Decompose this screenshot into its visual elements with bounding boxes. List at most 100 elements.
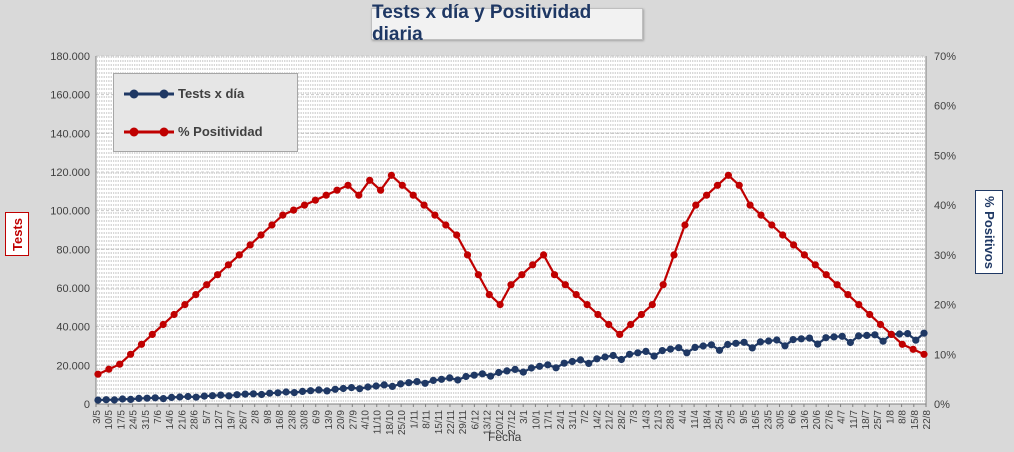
data-point-positividad <box>735 181 743 189</box>
data-point-tests <box>732 339 740 347</box>
data-point-tests <box>691 343 699 351</box>
data-point-tests <box>895 330 904 338</box>
y-left-tick-label: 100.000 <box>50 206 90 218</box>
data-point-positividad <box>214 271 222 279</box>
y-axis-left-label: Tests <box>9 217 25 251</box>
x-tick-label: 27/6 <box>824 410 835 430</box>
x-tick-label: 27/12 <box>507 410 518 435</box>
y-axis-right-label: % Positivos <box>981 195 997 269</box>
x-tick-label: 16/5 <box>751 410 762 430</box>
data-point-tests <box>495 368 503 377</box>
x-tick-label: 18/4 <box>702 410 713 430</box>
data-point-positividad <box>224 261 232 269</box>
data-point-tests <box>855 332 863 340</box>
data-point-tests <box>405 379 413 387</box>
data-point-tests <box>879 337 887 345</box>
data-point-tests <box>519 368 527 376</box>
data-point-positividad <box>268 221 276 229</box>
x-tick-label: 11/4 <box>690 410 701 429</box>
data-point-tests <box>225 392 233 400</box>
data-point-tests <box>331 385 339 393</box>
y-left-tick-label: 0 <box>84 399 90 411</box>
data-point-tests <box>789 336 797 344</box>
data-point-tests <box>699 342 707 350</box>
data-point-tests <box>756 338 765 346</box>
x-tick-label: 6/9 <box>312 410 323 424</box>
data-point-tests <box>454 376 462 384</box>
data-point-tests <box>871 331 879 339</box>
x-tick-label: 9/5 <box>739 410 750 424</box>
data-point-positividad <box>637 310 646 319</box>
data-point-positividad <box>550 271 559 279</box>
x-tick-label: 28/6 <box>190 410 201 430</box>
x-tick-label: 7/6 <box>153 410 164 424</box>
x-tick-label: 14/6 <box>165 410 176 430</box>
y-left-tick-label: 180.000 <box>50 51 90 63</box>
legend: Tests x día % Positividad <box>113 73 298 152</box>
x-tick-label: 7/2 <box>580 410 591 424</box>
x-tick-label: 9/8 <box>263 410 274 424</box>
y-left-tick-label: 160.000 <box>50 90 90 102</box>
data-point-positividad <box>909 345 917 353</box>
data-point-positividad <box>116 360 124 368</box>
x-tick-label: 26/7 <box>238 410 249 430</box>
data-point-positividad <box>800 251 809 259</box>
data-point-tests <box>94 396 102 404</box>
data-point-tests <box>773 336 781 344</box>
data-point-positividad <box>398 181 406 189</box>
data-point-positividad <box>920 350 928 358</box>
x-tick-label: 29/11 <box>458 410 469 435</box>
data-point-tests <box>593 355 601 363</box>
x-tick-label: 21/2 <box>605 410 616 430</box>
data-point-positividad <box>290 206 298 214</box>
data-point-tests <box>797 335 805 343</box>
x-tick-label: 28/2 <box>617 410 628 430</box>
data-point-tests <box>282 388 290 396</box>
data-point-tests <box>102 396 110 404</box>
data-point-positividad <box>518 271 526 279</box>
data-point-tests <box>470 371 478 379</box>
data-point-tests <box>184 392 192 401</box>
data-point-tests <box>805 334 814 342</box>
data-point-tests <box>315 386 323 394</box>
data-point-tests <box>560 359 568 367</box>
data-point-tests <box>347 384 356 392</box>
data-point-tests <box>650 352 658 360</box>
data-point-positividad <box>431 211 439 219</box>
data-point-tests <box>576 356 585 364</box>
x-tick-label: 6/6 <box>788 410 799 424</box>
x-tick-label: 17/5 <box>116 410 127 430</box>
data-point-positividad <box>137 340 146 348</box>
data-point-tests <box>339 384 347 393</box>
data-point-positividad <box>594 310 602 319</box>
x-tick-label: 3/5 <box>92 410 103 424</box>
data-point-tests <box>388 382 396 390</box>
x-tick-label: 15/11 <box>434 410 445 435</box>
data-point-tests <box>298 387 307 395</box>
x-tick-label: 7/3 <box>629 410 640 424</box>
x-tick-label: 20/12 <box>495 410 506 435</box>
x-tick-label: 8/11 <box>422 410 433 429</box>
data-point-tests <box>307 387 315 395</box>
data-point-tests <box>421 379 429 387</box>
data-point-tests <box>658 347 666 355</box>
data-point-tests <box>503 367 511 375</box>
data-point-tests <box>429 376 437 384</box>
data-point-tests <box>830 333 838 341</box>
x-tick-label: 17/1 <box>544 410 555 430</box>
data-point-tests <box>397 380 405 388</box>
data-point-tests <box>683 349 691 357</box>
x-tick-label: 4/7 <box>837 410 848 424</box>
y-left-tick-label: 60.000 <box>56 283 90 295</box>
data-point-tests <box>176 393 184 401</box>
data-point-positividad <box>757 211 765 219</box>
data-point-positividad <box>768 221 776 229</box>
data-point-tests <box>323 387 331 395</box>
data-point-positividad <box>876 320 885 329</box>
x-tick-label: 19/7 <box>226 410 237 430</box>
x-tick-label: 1/11 <box>409 410 420 429</box>
data-point-tests <box>274 389 282 397</box>
y-right-tick-label: 60% <box>934 101 956 113</box>
data-point-tests <box>249 390 257 398</box>
data-point-tests <box>127 395 135 403</box>
